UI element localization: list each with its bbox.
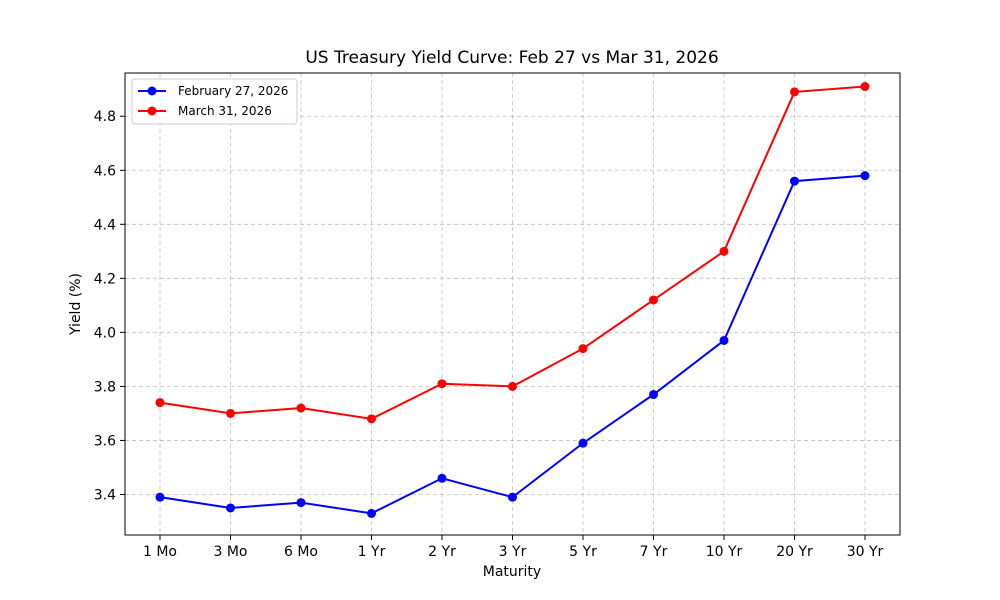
- y-tick-label: 4.2: [94, 271, 116, 287]
- data-point: [578, 438, 588, 448]
- x-tick-label: 5 Yr: [569, 544, 597, 560]
- x-tick-label: 30 Yr: [847, 544, 884, 560]
- x-tick-label: 1 Mo: [143, 544, 177, 560]
- legend-item: March 31, 2026: [138, 104, 272, 118]
- legend-box: [131, 78, 298, 125]
- data-point: [296, 498, 306, 508]
- x-axis-ticks: 1 Mo 3 Mo 6 Mo 1 Yr 2 Yr 3 Yr 5 Yr 7 Yr 10 Yr 20 …: [143, 535, 884, 560]
- data-point: [437, 379, 447, 389]
- y-axis-ticks: 3.4 3.6 3.8 4.0 4.2 4.4 4.6 4.8: [94, 109, 125, 503]
- series-layer: [155, 82, 870, 518]
- data-point: [649, 295, 658, 305]
- x-tick-label: 7 Yr: [640, 544, 668, 560]
- legend-marker: [147, 86, 157, 96]
- data-point: [226, 408, 235, 418]
- x-axis-label: Maturity: [483, 564, 541, 580]
- x-tick-label: 6 Mo: [284, 544, 318, 560]
- y-tick-label: 3.4: [94, 487, 116, 503]
- data-point: [155, 398, 165, 408]
- x-tick-label: 20 Yr: [776, 544, 813, 560]
- series-2: [155, 82, 870, 424]
- chart-title: US Treasury Yield Curve: Feb 27 vs Mar 3…: [305, 48, 718, 68]
- series-1: [155, 171, 870, 518]
- x-tick-label: 3 Yr: [499, 544, 527, 560]
- data-point: [226, 503, 235, 513]
- data-point: [437, 473, 447, 483]
- data-point: [508, 492, 517, 502]
- y-tick-label: 4.0: [94, 325, 116, 341]
- data-point: [790, 87, 799, 97]
- y-tick-label: 4.8: [94, 109, 116, 125]
- data-point: [790, 176, 799, 186]
- legend: February 27, 2026 March 31, 2026: [131, 78, 298, 125]
- legend-marker: [147, 106, 157, 116]
- y-tick-label: 4.6: [94, 163, 116, 179]
- legend-item: February 27, 2026: [138, 84, 288, 98]
- data-point: [860, 171, 870, 181]
- y-tick-label: 4.4: [94, 217, 116, 233]
- x-tick-label: 2 Yr: [428, 544, 456, 560]
- legend-label: February 27, 2026: [178, 84, 288, 98]
- x-tick-label: 1 Yr: [358, 544, 386, 560]
- x-tick-label: 10 Yr: [706, 544, 743, 560]
- y-axis-label: Yield (%): [68, 273, 84, 336]
- data-point: [719, 246, 729, 256]
- data-point: [367, 508, 376, 518]
- data-point: [719, 335, 729, 345]
- legend-label: March 31, 2026: [178, 104, 272, 118]
- data-point: [296, 403, 306, 413]
- data-point: [367, 414, 376, 424]
- data-point: [860, 82, 870, 92]
- y-tick-label: 3.6: [94, 433, 116, 449]
- y-tick-label: 3.8: [94, 379, 116, 395]
- data-point: [649, 390, 658, 400]
- data-point: [155, 492, 165, 502]
- x-tick-label: 3 Mo: [213, 544, 247, 560]
- data-point: [508, 381, 517, 391]
- data-point: [578, 344, 588, 354]
